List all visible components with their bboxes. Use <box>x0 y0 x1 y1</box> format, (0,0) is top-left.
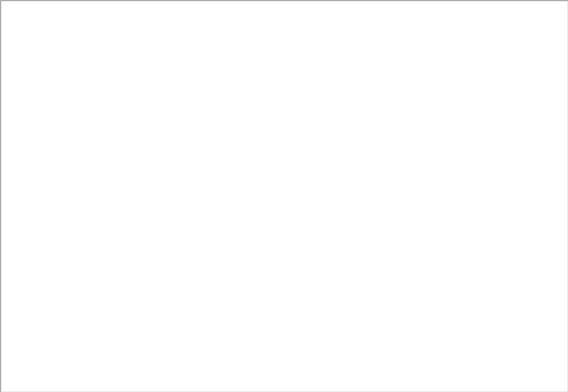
Bar <box>225 127 233 392</box>
Bar <box>336 91 344 392</box>
Bar <box>255 194 264 392</box>
Bar <box>106 185 114 392</box>
Bar <box>366 189 374 392</box>
Title: Amount Spent on different Consumer Goods: Amount Spent on different Consumer Goods <box>74 24 414 39</box>
Bar <box>208 149 216 392</box>
Bar <box>272 136 280 392</box>
Bar <box>161 207 170 392</box>
Bar <box>114 140 123 392</box>
Bar <box>264 149 272 392</box>
Bar <box>200 180 208 392</box>
Y-axis label: Thousand pounds string: Thousand pounds string <box>30 102 40 228</box>
Bar <box>383 105 391 392</box>
Legend: Belguim, Spain, Austria, Britain: Belguim, Spain, Austria, Britain <box>437 48 519 121</box>
Bar <box>98 167 106 392</box>
Bar <box>145 167 153 392</box>
Bar <box>216 194 225 392</box>
Bar <box>327 136 336 392</box>
Bar <box>311 180 319 392</box>
Bar <box>319 136 327 392</box>
Bar <box>280 114 289 392</box>
Bar <box>391 83 399 392</box>
Bar <box>153 149 161 392</box>
Bar <box>374 145 383 392</box>
Bar <box>170 136 178 392</box>
Bar <box>89 180 98 392</box>
